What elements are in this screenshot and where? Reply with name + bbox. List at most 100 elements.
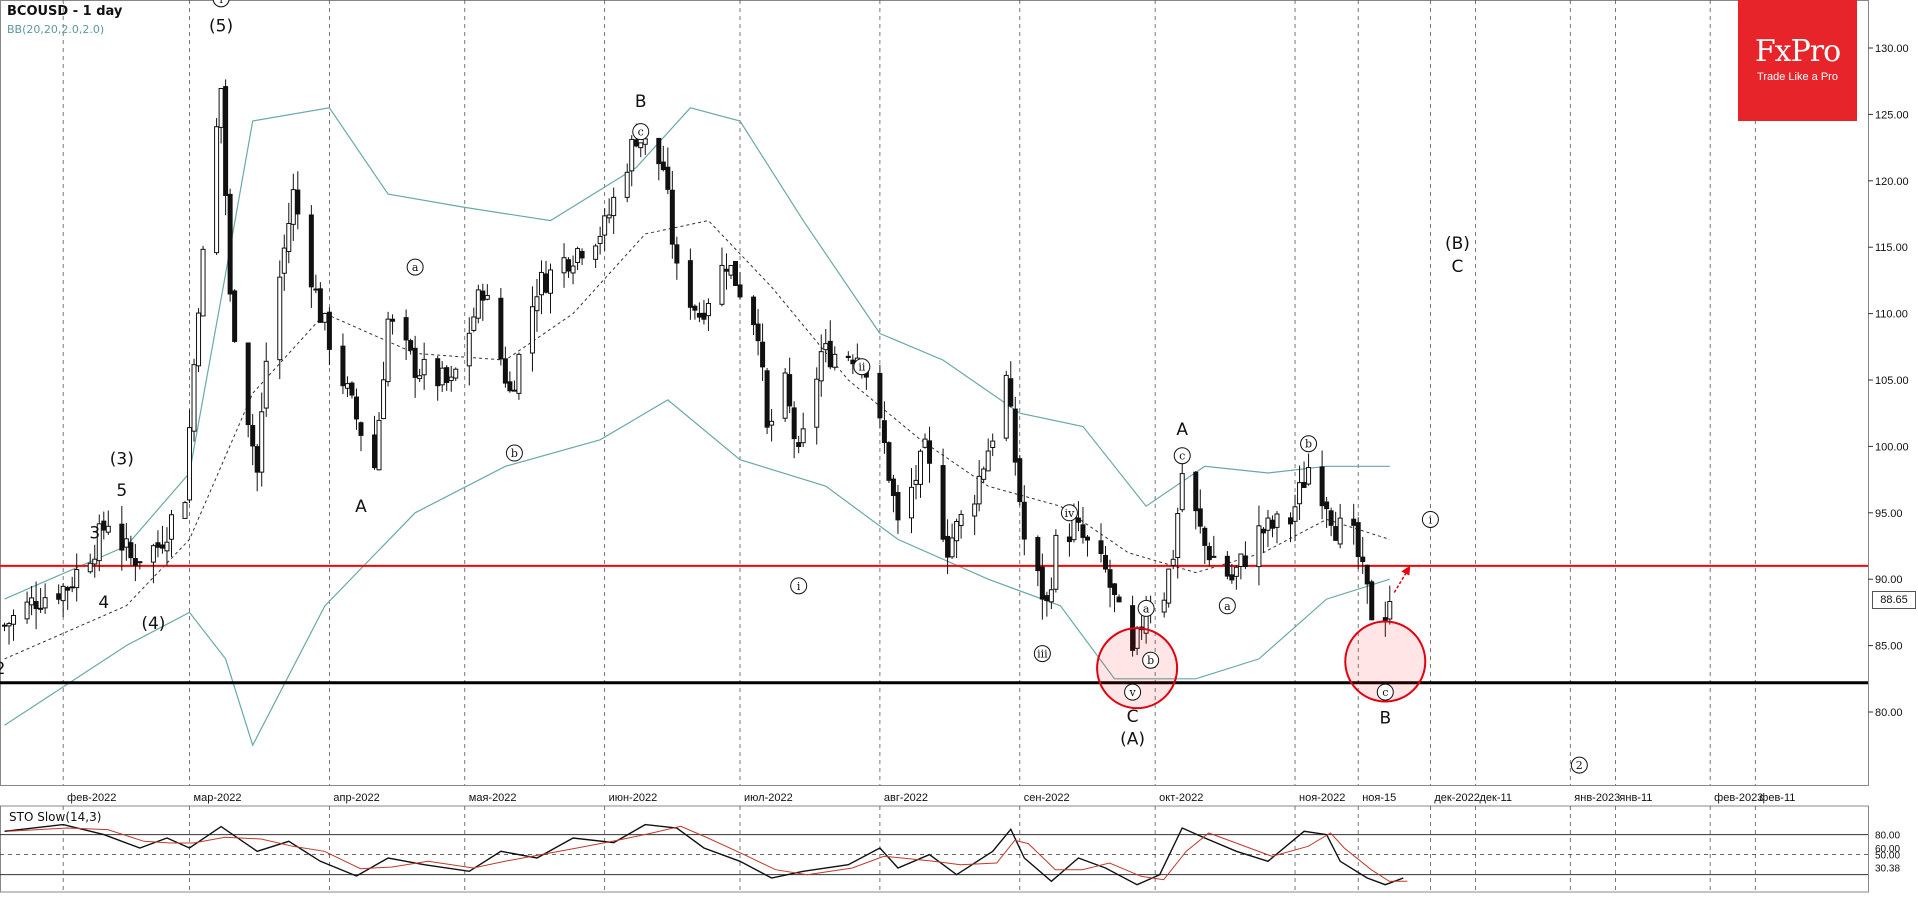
candle-body [128,542,134,559]
candle-body [471,316,477,331]
candle-body [787,374,793,407]
candle-body [1360,556,1366,563]
wave-label: (B) [1445,234,1470,254]
sto-y-tick-label: 80.00 [1875,831,1900,842]
projection-arrow [1393,572,1407,593]
candle-body [132,558,138,566]
candle-body [484,295,490,300]
wave-label: b [511,447,518,460]
chart-title: BCOUSD - 1 day [7,4,123,19]
candle-body [548,269,554,294]
x-tick-label: авг-2022 [884,792,928,804]
wave-label: 2 [0,659,5,679]
wave-label: c [1382,686,1388,699]
candle-body [444,367,450,384]
wave-label-circle [1421,510,1439,528]
candle-body [466,332,472,367]
candle-body [593,245,599,260]
wave-label: (4) [141,614,165,634]
y-tick-label: 110.00 [1875,309,1908,321]
candle-body [529,306,535,354]
candle-body [561,257,567,274]
candle-body [1319,466,1325,507]
candle-body [945,535,951,558]
candle-body [1053,534,1059,590]
candle-body [624,171,630,198]
candle-body [692,305,698,311]
candle-body [818,351,824,382]
wave-label-circle [1060,504,1078,522]
candle-body [250,425,256,447]
candle-body [570,265,576,274]
wave-label: 5 [116,481,127,501]
logo-tagline: Trade Like a Pro [1757,71,1838,83]
wave-label: (3) [110,449,134,469]
x-tick-label: фев-2023 [1714,792,1763,804]
wave-label: 3 [89,524,100,544]
candle-body [277,276,283,361]
candle-body [890,478,896,497]
candle-body [155,542,161,548]
wave-label: a [412,261,419,274]
candle-body [65,587,71,591]
candle-body [2,624,8,627]
candle-body [665,166,671,190]
candle-body [1098,540,1104,555]
x-tick-label: мая-2022 [469,792,517,804]
candle-body [1103,554,1109,570]
candle-body [308,214,314,288]
candle-body [403,317,409,341]
candle-body [1351,518,1357,526]
candle-body [196,312,202,367]
candle-body [1161,599,1167,613]
candle-body [439,367,445,386]
candle-body [1080,524,1086,538]
candle-body [358,422,364,436]
wave-label-circle [1218,597,1236,615]
x-tick-label: сен-2022 [1024,792,1070,804]
candle-body [119,523,125,551]
candle-body [723,268,729,272]
candle-body [1112,583,1118,596]
candle-body [191,364,197,432]
candle-body [823,343,829,351]
candle-body [1238,553,1244,567]
candle-body [1008,378,1014,407]
candle-body [92,558,98,565]
logo-brand: FxPro [1754,34,1841,69]
sto-d-line [8,825,1408,882]
candle-body [1269,519,1275,529]
candle-body [385,318,391,383]
bb-middle-band [4,220,1390,660]
candle-body [498,297,504,360]
y-tick-label: 95.00 [1875,508,1903,520]
y-tick-label: 100.00 [1875,441,1909,453]
candle-body [764,370,770,428]
candle-body [1274,513,1280,528]
candle-body [453,368,459,379]
wave-label-circle [1376,683,1394,701]
candle-body [1211,555,1217,558]
candle-body [1179,473,1185,511]
wave-label-circle [406,258,424,276]
x-tick-label: июл-2022 [744,792,793,804]
candle-body [1206,546,1212,561]
candle-body [286,222,292,252]
x-tick-label: фев-11 [1759,792,1795,804]
wave-label: b [1305,438,1312,451]
candle-body [376,419,382,471]
candle-body [1084,536,1090,541]
candle-body [218,87,224,128]
fxpro-logo[interactable]: FxPro Trade Like a Pro [1738,0,1857,121]
y-tick-label: 115.00 [1875,242,1908,254]
wave-label-circle [1300,435,1318,453]
candle-body [263,360,269,409]
candle-body [317,288,323,323]
bb-lower-band [4,399,1390,747]
candle-body [1166,568,1172,604]
x-tick-label: янв-11 [1619,792,1652,804]
wave-label: 2 [1576,759,1583,772]
candle-body [1071,517,1077,541]
candle-body [1233,566,1239,577]
